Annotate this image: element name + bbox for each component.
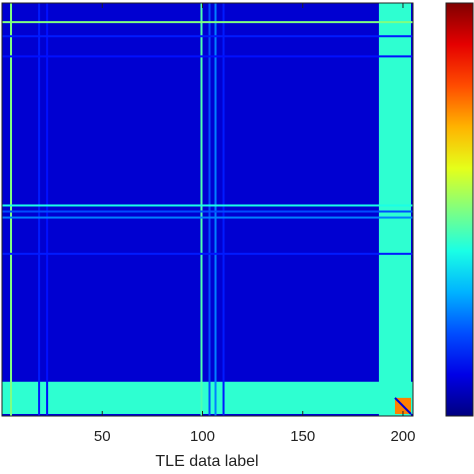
edge-band-column bbox=[378, 3, 411, 416]
heatmap-column bbox=[10, 3, 13, 416]
heatmap-row bbox=[2, 252, 413, 255]
heatmap-row bbox=[2, 35, 413, 38]
plot-frame bbox=[1, 2, 414, 417]
x-tick-label: 100 bbox=[190, 428, 215, 445]
x-tick-label: 200 bbox=[390, 428, 415, 445]
x-axis-label: TLE data label bbox=[155, 453, 258, 470]
heatmap-row bbox=[2, 210, 413, 213]
heatmap-column bbox=[38, 3, 41, 416]
x-tick-label: 50 bbox=[94, 428, 111, 445]
edge-band-row bbox=[2, 381, 413, 414]
heatmap-column bbox=[200, 3, 203, 416]
heatmap-column bbox=[208, 3, 211, 416]
heatmap-row bbox=[2, 216, 413, 219]
heatmap-column bbox=[214, 3, 217, 416]
heatmap-row bbox=[2, 21, 413, 24]
heatmap-column bbox=[46, 3, 49, 416]
heatmap-column bbox=[222, 3, 225, 416]
x-tick-label: 150 bbox=[290, 428, 315, 445]
corner-diagonal bbox=[394, 397, 412, 415]
colorbar bbox=[445, 2, 474, 417]
heatmap-row bbox=[2, 204, 413, 207]
heatmap-row bbox=[2, 55, 413, 58]
heatmap-background bbox=[2, 3, 413, 416]
